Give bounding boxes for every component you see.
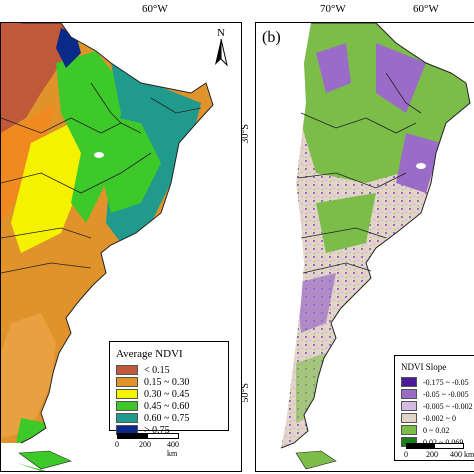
legend-swatch (116, 389, 138, 399)
legend-swatch (116, 401, 138, 411)
north-label: N (217, 27, 225, 39)
legend-swatch (401, 377, 417, 387)
legend-label: 0.15 ~ 0.30 (144, 376, 190, 388)
scale-200-b: 200 (426, 450, 438, 459)
scale-400: 400 km (167, 440, 179, 458)
legend-item: -0.002 ~ 0 (401, 412, 474, 424)
legend-title-b: NDVI Slope (401, 362, 447, 372)
scale-0: 0 (115, 440, 119, 449)
legend-label: < 0.15 (144, 364, 170, 376)
legend-swatch (401, 401, 417, 411)
lake-b (416, 163, 426, 169)
tick-70w-b: 70°W (320, 3, 346, 15)
scale-bar-a: 0 200 400 km (115, 433, 187, 458)
tick-60w-b: 60°W (413, 3, 439, 15)
legend-label: -0.175 ~ -0.05 (423, 377, 469, 387)
legend-item: -0.175 ~ -0.05 (401, 376, 474, 388)
ndvi-map-a (1, 23, 214, 471)
legend-label: 0.02 ~ 0.069 (423, 437, 464, 447)
legend-average-ndvi: Average NDVI < 0.15 0.15 ~ 0.30 0.30 ~ 0.4… (109, 341, 229, 436)
legend-label: -0.002 ~ 0 (423, 413, 456, 423)
legend-item: 0.15 ~ 0.30 (116, 376, 228, 388)
legend-title: Average NDVI (116, 348, 183, 360)
scale-0-b: 0 (404, 450, 408, 459)
scale-200: 200 (139, 440, 151, 449)
north-arrow: N (211, 27, 231, 67)
legend-item: < 0.15 (116, 364, 228, 376)
legend-item: 0.45 ~ 0.60 (116, 400, 228, 412)
scale-bar-b: 0 200 400 km (404, 443, 474, 465)
lake-a (94, 152, 104, 158)
legend-item: 0 ~ 0.02 (401, 424, 474, 436)
legend-label: 0 ~ 0.02 (423, 425, 450, 435)
north-arrow-icon (215, 39, 228, 67)
legend-swatch (116, 413, 138, 423)
legend-swatch (116, 377, 138, 387)
legend-label: -0.05 ~ -0.005 (423, 389, 469, 399)
panel-ndvi-slope-map: (b) (255, 22, 474, 472)
legend-item: 0.30 ~ 0.45 (116, 388, 228, 400)
legend-item: -0.005 ~ -0.002 (401, 400, 474, 412)
legend-label: -0.005 ~ -0.002 (423, 401, 473, 411)
legend-swatch (401, 425, 417, 435)
legend-label: 0.30 ~ 0.45 (144, 388, 190, 400)
legend-swatch (401, 389, 417, 399)
legend-swatch (116, 365, 138, 375)
legend-label: > 0.75 (144, 424, 170, 436)
legend-item: -0.05 ~ -0.005 (401, 388, 474, 400)
legend-item: 0.60 ~ 0.75 (116, 412, 228, 424)
legend-swatch (401, 413, 417, 423)
legend-label: 0.60 ~ 0.75 (144, 412, 190, 424)
legend-label: 0.45 ~ 0.60 (144, 400, 190, 412)
scale-400-b: 400 km (450, 450, 474, 459)
panel-average-ndvi-map: N Average NDVI < 0.15 0.15 ~ 0.30 0.30 ~ 0… (0, 22, 242, 472)
tick-60w-a: 60°W (142, 3, 168, 15)
panel-label-b: (b) (262, 29, 281, 46)
ndvi-map-b (280, 23, 471, 470)
